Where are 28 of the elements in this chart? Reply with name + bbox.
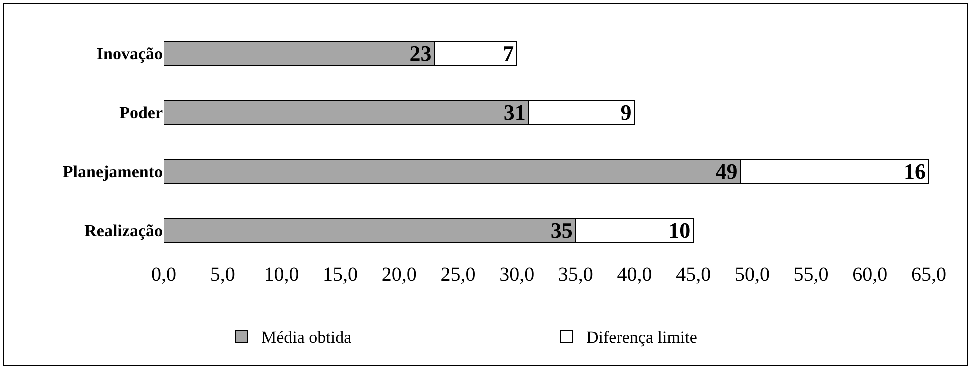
x-tick-label: 30,0: [500, 264, 535, 286]
x-tick-label: 10,0: [264, 264, 300, 286]
y-tick-label: Inovação: [96, 44, 163, 64]
legend-label: Diferença limite: [586, 328, 698, 348]
legend-label: Média obtida: [262, 328, 352, 348]
data-label: 31: [504, 100, 526, 125]
x-tick-label: 65,0: [912, 264, 946, 286]
data-label: 10: [668, 218, 691, 243]
data-label: 7: [503, 41, 514, 66]
data-label: 9: [620, 100, 632, 125]
x-tick-label: 20,0: [382, 264, 417, 286]
x-tick-label: 5,0: [210, 264, 236, 286]
data-label: 16: [904, 159, 926, 184]
y-tick-label: Realização: [84, 221, 163, 240]
x-tick-label: 0,0: [152, 264, 176, 286]
y-tick-label: Planejamento: [62, 162, 163, 182]
data-label: 49: [716, 159, 738, 184]
x-tick-label: 15,0: [323, 264, 358, 286]
x-tick-label: 50,0: [734, 264, 770, 286]
data-label: 35: [550, 218, 573, 243]
x-tick-label: 45,0: [676, 264, 712, 286]
x-tick-label: 40,0: [617, 264, 652, 286]
data-label: 23: [410, 41, 432, 66]
x-tick-label: 55,0: [794, 264, 829, 286]
x-tick-label: 25,0: [440, 264, 476, 286]
x-tick-label: 60,0: [852, 264, 888, 286]
y-tick-label: Poder: [120, 103, 164, 122]
x-tick-label: 35,0: [558, 264, 594, 286]
